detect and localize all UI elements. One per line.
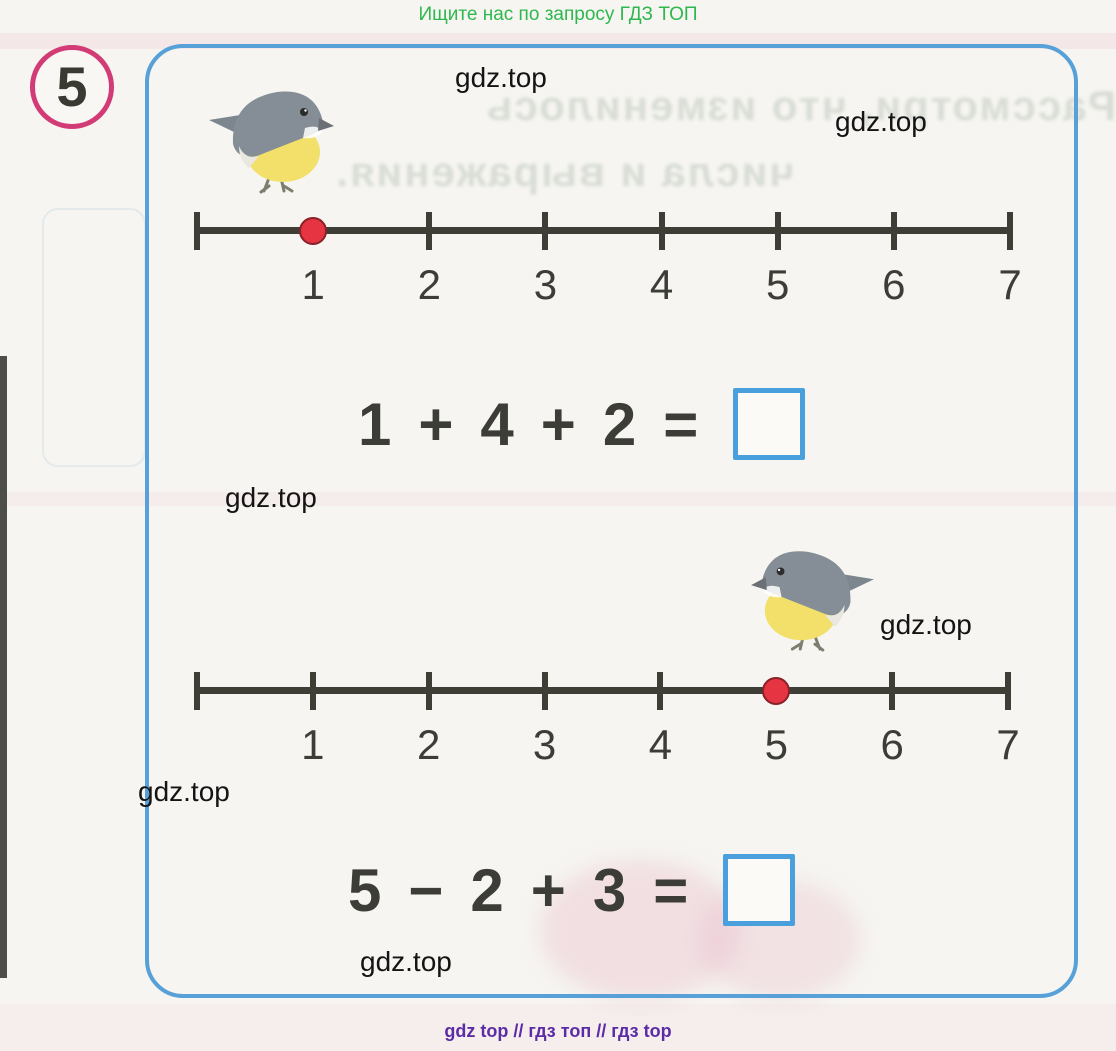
tick-5 xyxy=(774,212,781,250)
eq-token: 3 xyxy=(592,856,627,924)
watermark: gdz.top xyxy=(455,62,547,93)
watermark: gdz.top xyxy=(360,946,452,977)
tick-6 xyxy=(889,672,896,710)
tick-3 xyxy=(541,672,548,710)
watermark: gdz.top xyxy=(225,482,317,513)
answer-box-2[interactable] xyxy=(723,854,796,926)
numline-label: 1 xyxy=(301,721,325,768)
tick-3 xyxy=(542,212,549,250)
bird-illustration xyxy=(209,91,334,194)
exercise-box xyxy=(145,44,1078,998)
numline-label: 2 xyxy=(417,721,441,768)
red-dot-at-5 xyxy=(762,676,791,705)
numline-label: 2 xyxy=(417,261,441,308)
eq-token: + xyxy=(540,390,576,458)
eq-token: + xyxy=(530,856,566,924)
tick-0 xyxy=(194,212,200,250)
numline-label: 6 xyxy=(882,261,906,308)
tick-2 xyxy=(425,672,432,710)
tick-2 xyxy=(426,212,433,250)
tick-4 xyxy=(657,672,664,710)
number-line-1: 1 2 3 4 5 6 7 xyxy=(194,212,1022,312)
numline-label: 7 xyxy=(996,721,1020,768)
numline-label: 1 xyxy=(301,261,325,308)
promo-header: Ищите нас по запросу ГДЗ ТОП xyxy=(418,4,698,25)
eq-token: 1 xyxy=(358,390,392,458)
number-line-bar xyxy=(197,227,1010,234)
numline-label: 4 xyxy=(648,721,673,768)
answer-box-1[interactable] xyxy=(733,388,806,460)
tick-6 xyxy=(890,212,897,250)
number-line-bar xyxy=(197,687,1008,694)
numline-label: 4 xyxy=(649,261,674,308)
eq-token: 4 xyxy=(480,390,514,458)
tick-7 xyxy=(1005,672,1011,710)
eq-token: + xyxy=(418,390,454,458)
numline-label: 5 xyxy=(766,261,790,308)
watermark: gdz.top xyxy=(835,106,927,137)
numline-label: 5 xyxy=(764,721,788,768)
tick-0 xyxy=(194,672,200,710)
task-number-badge: 5 xyxy=(30,45,114,129)
bird-illustration xyxy=(751,551,874,652)
watermark: gdz.top xyxy=(880,609,972,640)
eq-token: = xyxy=(653,856,689,924)
watermark: gdz.top xyxy=(138,776,230,807)
promo-footer: gdz top // гдз топ // гдз top xyxy=(444,1021,672,1041)
tick-4 xyxy=(658,212,665,250)
page-edge-shadow xyxy=(0,356,7,978)
eq-token: − xyxy=(408,856,444,924)
numline-label: 7 xyxy=(998,261,1022,308)
numline-label: 3 xyxy=(532,721,557,768)
tick-1 xyxy=(309,672,316,710)
eq-token: 2 xyxy=(470,856,504,924)
tick-7 xyxy=(1007,212,1013,250)
number-line-2: 1 2 3 4 5 6 7 xyxy=(194,672,1020,772)
red-dot-at-1 xyxy=(299,216,328,245)
eq-token: = xyxy=(663,390,699,458)
numline-label: 6 xyxy=(880,721,904,768)
task-number: 5 xyxy=(56,55,88,118)
eq-token: 2 xyxy=(602,390,637,458)
numline-label: 3 xyxy=(533,261,558,308)
equation-1: 1 + 4 + 2 = xyxy=(358,388,806,460)
bleed-through-shape xyxy=(42,208,146,467)
eq-token: 5 xyxy=(348,856,382,924)
equation-2: 5 − 2 + 3 = xyxy=(348,854,796,926)
